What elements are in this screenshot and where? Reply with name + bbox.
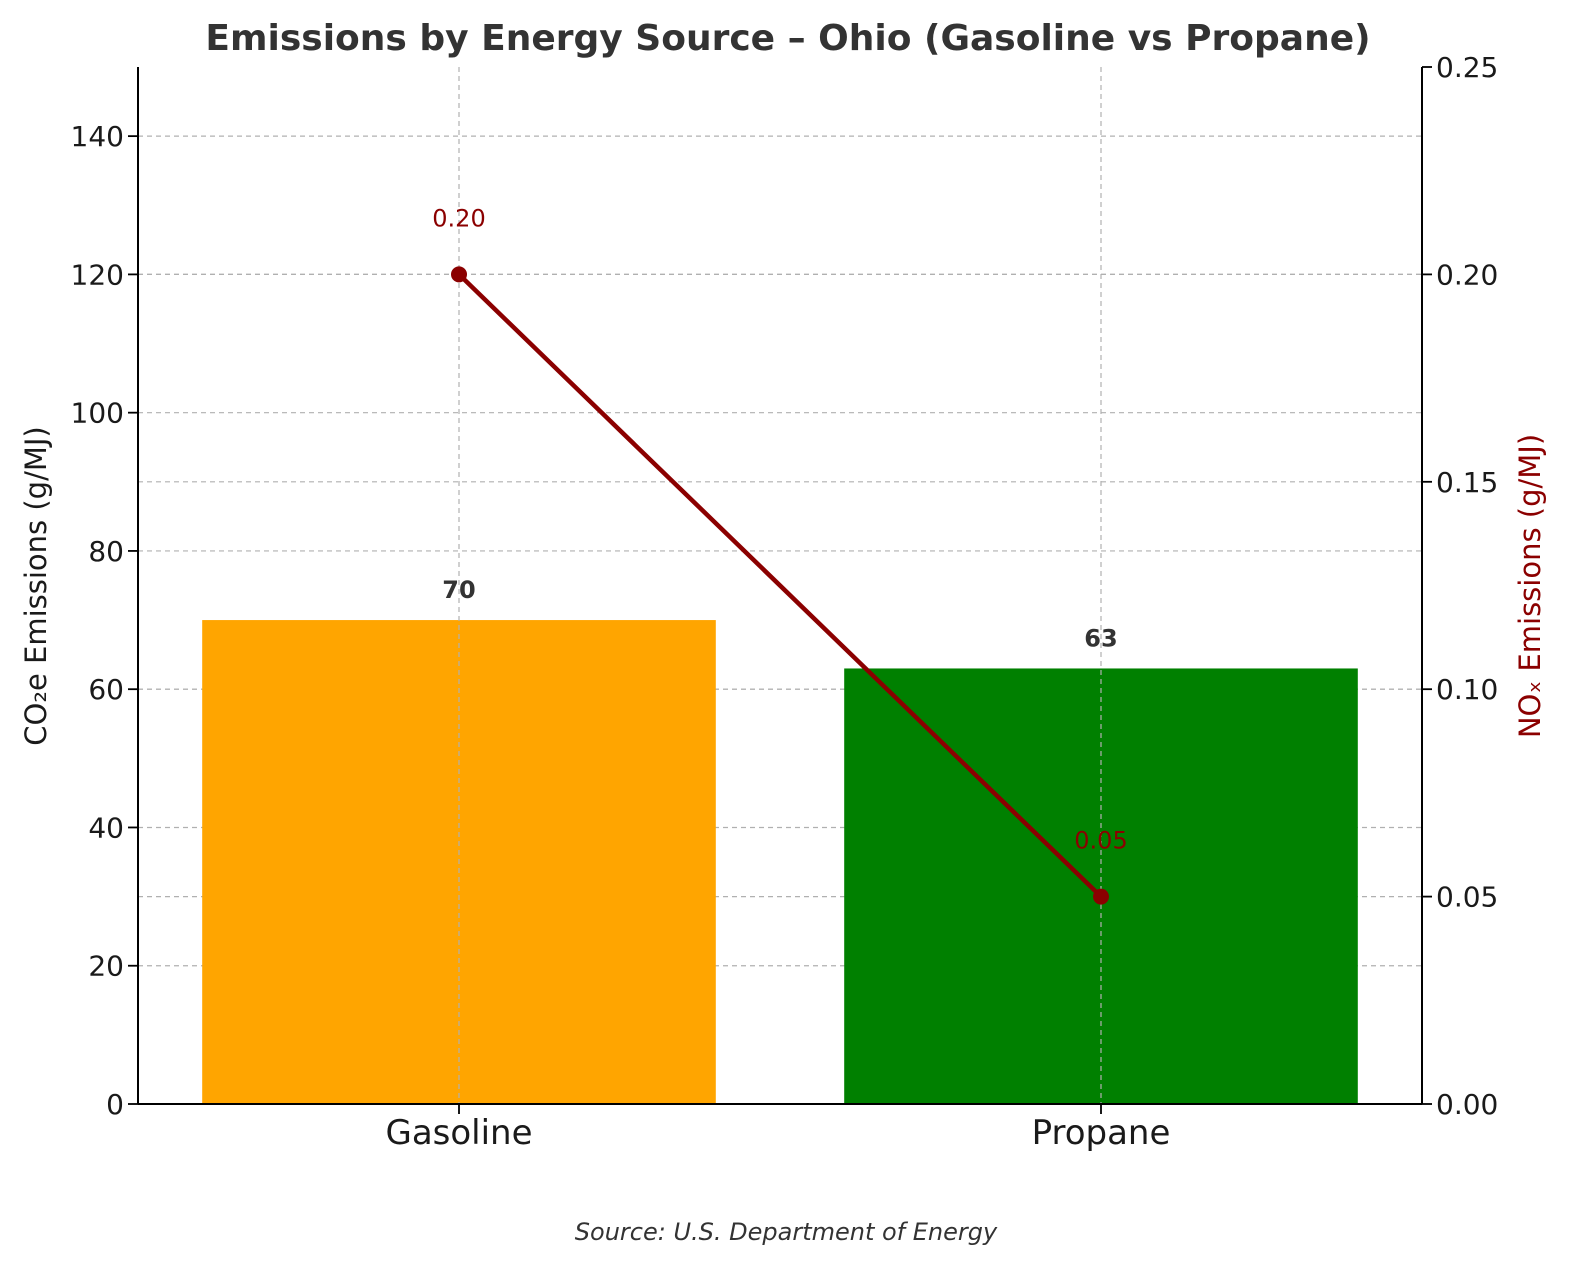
bars xyxy=(202,67,1358,1104)
left-axis-title: CO₂e Emissions (g/MJ) xyxy=(19,426,53,746)
nox-point-propane xyxy=(1093,888,1109,905)
right-tick-label: 0.20 xyxy=(1436,258,1498,291)
right-tick-label: 0.05 xyxy=(1436,881,1498,914)
x-tick-label: Gasoline xyxy=(385,1113,532,1153)
bar-value-label: 63 xyxy=(1084,624,1117,652)
left-tick-label: 140 xyxy=(71,120,124,153)
gridlines xyxy=(138,135,1422,967)
right-tick-label: 0.25 xyxy=(1436,51,1498,84)
right-tick-label: 0.15 xyxy=(1436,466,1498,499)
left-tick-label: 0 xyxy=(106,1088,124,1121)
left-tick-label: 80 xyxy=(88,535,124,568)
left-tick-label: 40 xyxy=(88,811,124,844)
x-tick-label: Propane xyxy=(1032,1113,1171,1153)
source-note: Source: U.S. Department of Energy xyxy=(575,1218,998,1246)
nox-value-label: 0.05 xyxy=(1074,827,1127,855)
left-tick-label: 60 xyxy=(88,673,124,706)
chart-title: Emissions by Energy Source – Ohio (Gasol… xyxy=(205,18,1370,59)
right-tick-label: 0.10 xyxy=(1436,673,1498,706)
left-tick-label: 100 xyxy=(71,397,124,430)
nox-line-series xyxy=(451,266,1109,905)
nox-value-label: 0.20 xyxy=(432,204,485,232)
right-axis-title: NOₓ Emissions (g/MJ) xyxy=(1513,434,1547,738)
left-tick-label: 120 xyxy=(71,258,124,291)
nox-point-gasoline xyxy=(451,266,467,283)
data-labels: 70 63 0.20 0.05 xyxy=(432,204,1127,854)
left-tick-label: 20 xyxy=(88,950,124,983)
axes: 0 20 40 60 80 100 120 140 0.00 0.05 0.10 0.15 0.20 0.… xyxy=(71,51,1499,1153)
right-tick-label: 0.00 xyxy=(1436,1088,1498,1121)
bar-value-label: 70 xyxy=(442,576,475,604)
nox-line xyxy=(457,272,1103,899)
